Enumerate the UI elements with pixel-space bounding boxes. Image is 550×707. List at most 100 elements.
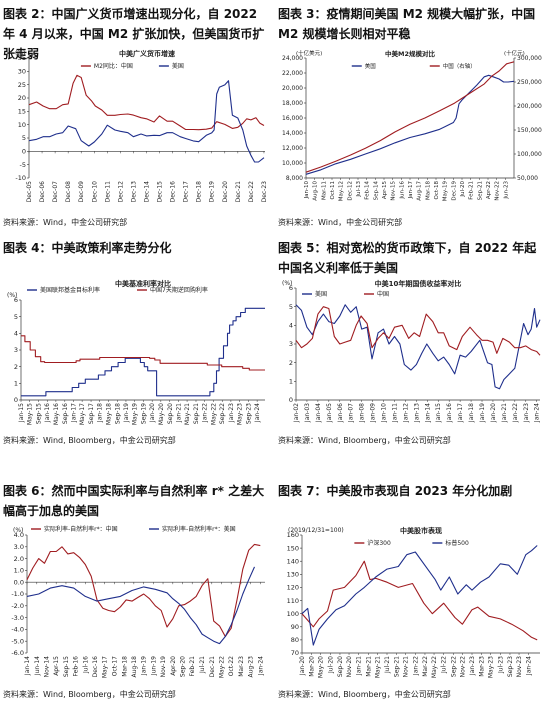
x-tick-label: Jan-10	[381, 403, 388, 423]
x-tick-label: Jan-23	[228, 403, 235, 423]
x-tick-label: Sep-23	[507, 656, 514, 677]
legend-item: 美国	[351, 62, 376, 70]
x-tick-label: Dec-22	[248, 181, 255, 203]
x-tick-label: Jul-21	[384, 656, 391, 674]
legend-label: 美国联邦基金目标利率	[40, 286, 100, 294]
x-tick-label: Aug-10	[313, 181, 319, 201]
x-tick-label: May-19	[132, 403, 139, 425]
y-tick-label: 10,000	[282, 160, 303, 167]
x-tick-label: Jan-23	[523, 403, 530, 423]
x-tick-label: Jan-24	[254, 403, 261, 423]
series-line-1	[301, 560, 538, 641]
chart-c5: -6.0 -5.0 -4.0 -3.0 -2.0 -1.0 0.0 1.0 2.0 3.0 4.0 J…	[3, 517, 271, 687]
x-tick-label: Nov-20	[346, 656, 353, 678]
x-tick-label: Feb-21	[469, 181, 475, 200]
y-tick-label: -1.0	[11, 590, 24, 598]
y-unit-label: (%)	[13, 527, 23, 534]
x-tick-label: Dec-11	[104, 181, 111, 203]
y-tick-label: 20	[18, 94, 26, 102]
x-tick-label: Dec-19	[451, 181, 457, 201]
x-tick-label: Aug-17	[417, 181, 423, 201]
x-tick-label: Jan-16	[44, 403, 51, 423]
figure-title: 图表 5：相对宽松的货币政策下，自 2022 年起中国名义利率低于美国	[278, 241, 537, 275]
x-tick-label: Mar-23	[479, 656, 486, 677]
y-tick-label-right: 200,000	[517, 103, 542, 110]
y-tick-label-right: 50,000	[517, 175, 538, 182]
y-tick-label: 8,000	[286, 175, 303, 182]
y-tick-label: 3	[14, 346, 18, 354]
figure-title: 图表 4：中美政策利率走势分化	[3, 241, 172, 255]
x-tick-label: Dec-05	[26, 181, 33, 203]
plot-svg: -10 -5 0 5 10 15 20 25 30 35 Dec-05 Dec-06 Dec-07 Dec…	[15, 49, 268, 203]
source-note: 资料来源：Wind，中金公司研究部	[278, 218, 403, 227]
x-tick-label: Jan-06	[337, 403, 344, 423]
y-tick-label: 120	[287, 584, 299, 592]
x-tick-label: Dec-13	[130, 181, 137, 203]
y-tick-label: 22,000	[282, 70, 303, 77]
x-tick-label: Mar-21	[365, 656, 372, 677]
y-tick-label: 2.0	[14, 555, 24, 563]
y-tick-label: 10	[18, 121, 26, 129]
chart-panel-c6: 图表 7：中美股市表现自 2023 年分化加剧 70 80 90 100 110 120 1…	[278, 481, 548, 705]
x-tick-label: Jan-21	[356, 656, 363, 676]
y-tick-label: 130	[287, 571, 299, 579]
x-tick-label: May-12	[339, 181, 345, 201]
x-tick-label: Apr-15	[53, 656, 60, 676]
x-tick-label: Jan-09	[370, 403, 377, 423]
x-tick-label: Jul-16	[82, 656, 89, 674]
series-line-1	[21, 307, 265, 397]
series-line-1	[28, 74, 265, 131]
x-tick-label: Jan-16	[446, 403, 453, 423]
x-tick-label: Jan-17	[408, 181, 414, 200]
y-tick-label: 35	[18, 54, 26, 62]
y-tick-label: 25	[18, 81, 26, 89]
x-tick-label: Dec-21	[209, 656, 216, 678]
y-tick-label: 1	[289, 378, 293, 386]
x-tick-label: Oct-22	[228, 656, 235, 676]
y-tick-label-right: 300,000	[517, 55, 542, 62]
chart-panel-c2: 图表 3：疫情期间美国 M2 规模大幅扩张，中国 M2 规模增长则相对平稳 8,…	[278, 4, 548, 230]
x-tick-label: Jan-19	[479, 403, 486, 423]
x-tick-label: Oct-11	[330, 181, 336, 200]
y-tick-label: 6	[14, 296, 18, 304]
chart-inner-title: 中美M2规模对比	[385, 49, 435, 58]
x-tick-label: Jan-22	[512, 403, 519, 423]
x-tick-label: May-23	[488, 656, 495, 678]
x-tick-label: Sep-18	[114, 403, 121, 424]
y-tick-label: 4	[14, 330, 18, 338]
x-tick-label: Sep-20	[180, 656, 187, 677]
x-tick-label: Nov-19	[160, 656, 167, 678]
legend-item: 沪深300	[354, 539, 391, 547]
series-line-1	[295, 304, 541, 390]
x-tick-label: May-21	[184, 403, 191, 425]
x-tick-label: Sep-21	[193, 403, 200, 424]
y-tick-label: -5	[20, 161, 26, 169]
legend-item: 美国	[302, 290, 327, 298]
x-tick-label: Dec-18	[196, 181, 203, 203]
x-tick-label: Jul-13	[356, 181, 362, 198]
y-tick-label: -4.0	[11, 626, 24, 634]
x-tick-label: Dec-10	[91, 181, 98, 203]
x-tick-label: Jun-19	[150, 656, 157, 676]
x-tick-label: Jun-16	[399, 181, 405, 200]
x-tick-label: Sep-19	[141, 403, 148, 424]
legend-label: 实际利率-自然利率r*：中国	[44, 525, 118, 533]
x-tick-label: Jan-20	[490, 403, 497, 423]
x-tick-label: Sep-14	[373, 181, 379, 201]
x-tick-label: Jul-20	[327, 656, 334, 674]
x-tick-label: Mar-18	[121, 656, 128, 677]
x-tick-label: Jan-20	[299, 656, 306, 676]
y-unit-label: (%)	[7, 292, 17, 299]
chart-inner-title: 中美广义货币增速	[119, 49, 175, 58]
x-tick-label: Jul-22	[441, 656, 448, 674]
y-tick-label: 4.0	[14, 531, 24, 539]
x-tick-label: Sep-22	[450, 656, 457, 677]
y-tick-label: 1	[14, 380, 18, 388]
y-tick-label: 0.0	[14, 578, 24, 586]
legend-label: 美国	[172, 62, 184, 70]
x-tick-label: Jul-20	[460, 181, 466, 198]
y-tick-label-right: 250,000	[517, 79, 542, 86]
x-tick-label: Sep-23	[245, 403, 252, 424]
x-tick-label: Mar-20	[309, 656, 316, 677]
